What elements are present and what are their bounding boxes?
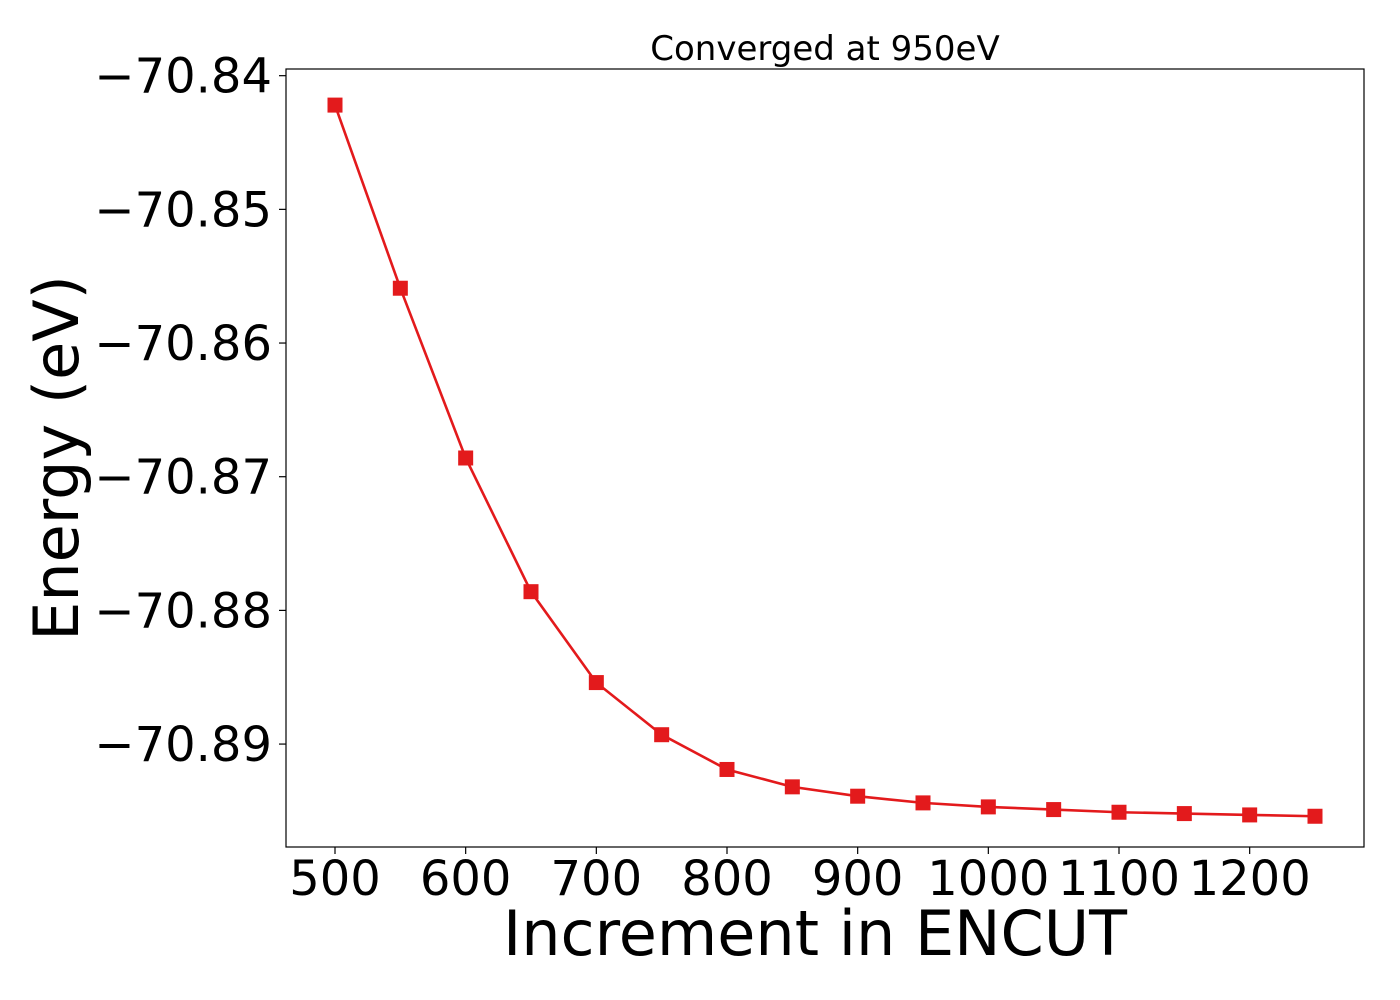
data-point-marker <box>784 779 800 795</box>
x-tick-label: 900 <box>812 851 904 907</box>
y-tick-label: −70.88 <box>94 583 272 639</box>
y-tick-label: −70.86 <box>94 316 272 372</box>
plot-frame <box>285 68 1365 848</box>
data-point-marker <box>719 761 735 777</box>
x-tick-label: 1200 <box>1189 851 1311 907</box>
data-point-marker <box>523 584 539 600</box>
data-point-marker <box>1046 802 1062 818</box>
data-point-marker <box>850 788 866 804</box>
x-tick-label: 600 <box>420 851 512 907</box>
data-point-marker <box>654 727 670 743</box>
x-tick-label: 1100 <box>1058 851 1180 907</box>
x-axis-label: Increment in ENCUT <box>503 897 1128 970</box>
data-point-marker <box>588 675 604 691</box>
series-line <box>333 104 1316 818</box>
data-point-marker <box>915 795 931 811</box>
y-tick-label: −70.89 <box>94 717 272 773</box>
data-point-marker <box>980 799 996 815</box>
chart-title: Converged at 950eV <box>650 29 999 69</box>
data-point-marker <box>327 97 343 113</box>
y-axis: −70.84 −70.85 −70.86 −70.87 −70.88 −70.89 <box>94 49 286 773</box>
data-point-marker <box>458 450 474 466</box>
x-tick-label: 700 <box>551 851 643 907</box>
y-tick-label: −70.85 <box>94 182 272 238</box>
x-tick-label: 1000 <box>927 851 1049 907</box>
y-tick-label: −70.87 <box>94 450 272 506</box>
x-tick-label: 500 <box>289 851 381 907</box>
plot-area <box>327 97 1323 824</box>
data-point-marker <box>392 280 408 296</box>
data-point-marker <box>1307 808 1323 824</box>
x-tick-label: 800 <box>681 851 773 907</box>
data-point-marker <box>1111 804 1127 820</box>
x-axis: 500 600 700 800 900 1000 1100 1200 <box>289 847 1311 907</box>
data-point-marker <box>1176 806 1192 822</box>
data-point-marker <box>1242 807 1258 823</box>
y-axis-label: Energy (eV) <box>20 275 93 641</box>
y-tick-label: −70.84 <box>94 49 272 105</box>
